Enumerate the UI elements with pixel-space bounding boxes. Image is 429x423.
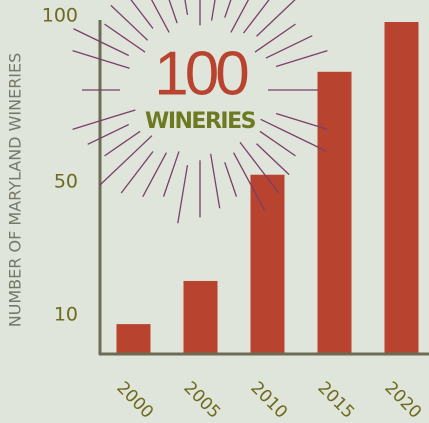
y-axis-label: NUMBER OF MARYLAND WINERIES (6, 53, 25, 328)
annotation-label: WINERIES (145, 109, 256, 134)
bar (251, 175, 285, 354)
chart: NUMBER OF MARYLAND WINERIES 105010020002… (0, 0, 429, 423)
bar (385, 22, 419, 354)
bar (117, 324, 151, 354)
annotation-number: 100 (154, 39, 248, 108)
bar (184, 281, 218, 354)
y-tick-label: 50 (54, 171, 78, 193)
y-tick-label: 10 (54, 303, 78, 325)
bar (318, 72, 352, 354)
y-tick-label: 100 (42, 5, 78, 27)
